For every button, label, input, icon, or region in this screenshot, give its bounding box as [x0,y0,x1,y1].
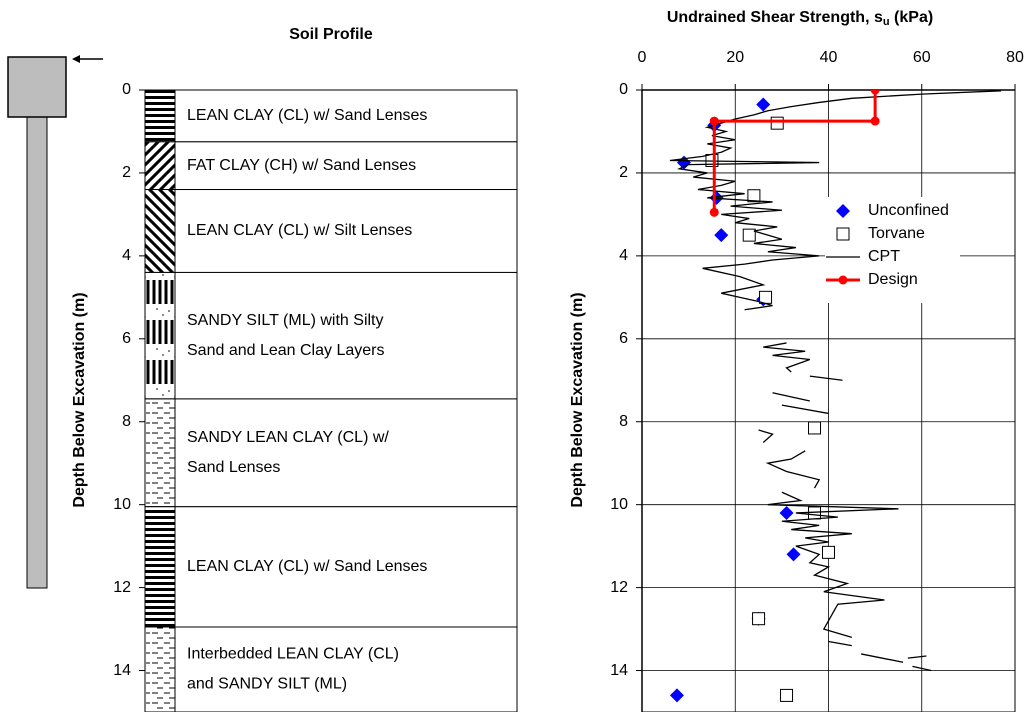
y-tick-label: 0 [122,81,131,98]
profile-title: Soil Profile [289,26,373,43]
pile-shaft [27,117,47,588]
profile-y-label: Depth Below Excavation (m) [71,292,88,507]
layer-label: LEAN CLAY (CL) w/ Sand Lenses [187,558,427,575]
legend-label: CPT [868,248,900,265]
y-tick-label: 2 [619,164,628,181]
y-tick-label: 14 [113,662,131,679]
y-tick-label: 0 [619,81,628,98]
square-marker [809,422,821,434]
layer-label: FAT CLAY (CH) w/ Sand Lenses [187,157,416,174]
layer-pattern [145,272,175,398]
layer-pattern [145,507,175,627]
circle-marker [871,117,880,126]
y-tick-label: 4 [122,247,131,264]
y-tick-label: 4 [619,247,628,264]
square-marker [771,117,783,129]
layer-pattern [145,627,175,712]
y-tick-label: 6 [619,330,628,347]
layer-pattern [145,399,175,507]
load-arrow-head [72,55,80,63]
circle-marker [871,86,880,95]
y-tick-label: 12 [113,579,131,596]
square-marker [743,229,755,241]
plot-y-label: Depth Below Excavation (m) [569,292,586,507]
y-tick-label: 8 [122,413,131,430]
legend-marker [839,276,848,285]
y-tick-label: 14 [610,662,628,679]
layer-label: Sand Lenses [187,459,280,476]
legend-label: Torvane [868,225,925,242]
circle-marker [710,117,719,126]
plot-title: Undrained Shear Strength, su (kPa) [667,9,933,28]
y-tick-label: 2 [122,164,131,181]
y-tick-label: 8 [619,413,628,430]
x-tick-label: 40 [820,49,838,66]
square-marker [760,291,772,303]
square-marker [753,613,765,625]
layer-label: LEAN CLAY (CL) w/ Silt Lenses [187,222,412,239]
layer-box [145,272,517,398]
layer-label: Interbedded LEAN CLAY (CL) [187,646,399,663]
x-tick-label: 80 [1006,49,1024,66]
x-tick-label: 60 [913,49,931,66]
x-tick-label: 20 [726,49,744,66]
layer-box [145,627,517,712]
layer-label: SANDY LEAN CLAY (CL) w/ [187,429,389,446]
y-tick-label: 6 [122,330,131,347]
figure: Soil Profile Depth Below Excavation (m) … [0,0,1029,712]
legend-label: Unconfined [868,202,949,219]
layer-label: Sand and Lean Clay Layers [187,342,384,359]
pile-cap [8,57,66,117]
y-tick-label: 10 [610,496,628,513]
y-tick-label: 12 [610,579,628,596]
circle-marker [710,208,719,217]
square-marker [823,546,835,558]
layer-pattern [145,190,175,273]
layer-label: and SANDY SILT (ML) [187,676,347,693]
layer-label: LEAN CLAY (CL) w/ Sand Lenses [187,107,427,124]
layer-label: SANDY SILT (ML) with Silty [187,312,384,329]
legend-marker [837,228,849,240]
x-tick-label: 0 [638,49,647,66]
y-tick-label: 10 [113,496,131,513]
layer-pattern [145,142,175,190]
layer-pattern [145,90,175,142]
legend-label: Design [868,271,918,288]
layer-box [145,399,517,507]
square-marker [781,689,793,701]
